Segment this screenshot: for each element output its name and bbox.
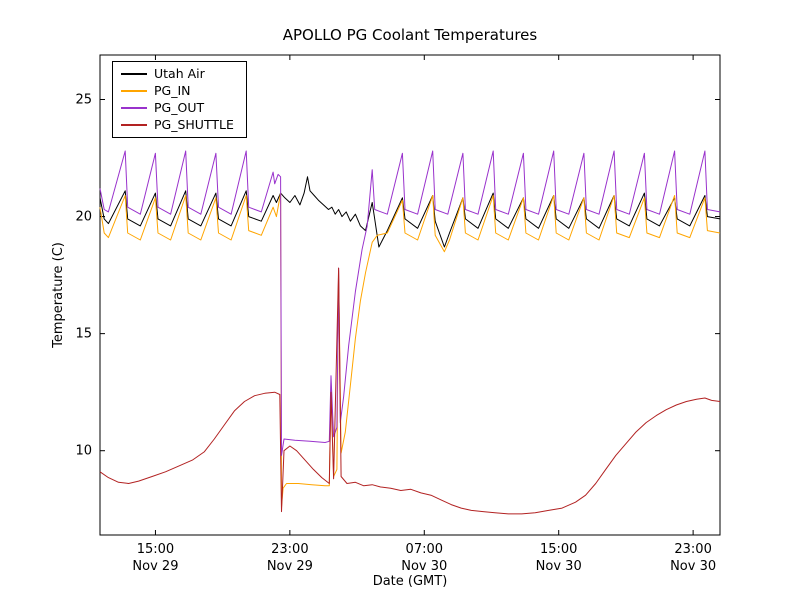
legend-line-sample [121,73,147,75]
x-tick-label-date: Nov 30 [401,559,447,574]
series-line-pg-shuttle [99,267,721,515]
series-line-utah-air [99,176,721,248]
legend-item: PG_IN [121,84,234,98]
series-line-pg-in [99,192,721,508]
x-tick-label-time: 15:00 [137,542,174,557]
chart-title: APOLLO PG Coolant Temperatures [283,26,538,44]
legend-item: PG_SHUTTLE [121,118,234,132]
y-tick-label: 10 [75,444,92,459]
series-line-pg-out [99,150,721,456]
legend-label: PG_OUT [154,100,205,115]
x-tick-label-date: Nov 29 [267,559,313,574]
legend-line-sample [121,90,147,92]
legend-label: PG_IN [154,83,191,98]
legend-label: Utah Air [154,66,205,81]
x-tick-label-time: 23:00 [674,542,711,557]
axes-frame [99,54,721,536]
y-tick-label: 20 [75,210,92,225]
legend-item: Utah Air [121,67,234,81]
x-tick-label-time: 23:00 [271,542,308,557]
x-tick-label-time: 15:00 [540,542,577,557]
legend-line-sample [121,124,147,126]
x-tick-label-date: Nov 29 [132,559,178,574]
y-tick-label: 25 [75,92,92,107]
x-tick-label-date: Nov 30 [670,559,716,574]
x-tick-label-time: 07:00 [406,542,443,557]
legend-label: PG_SHUTTLE [154,117,234,132]
legend: Utah Air PG_IN PG_OUT PG_SHUTTLE [112,61,247,138]
x-axis-label: Date (GMT) [373,574,448,589]
y-axis-label: Temperature (C) [51,242,66,349]
legend-item: PG_OUT [121,101,234,115]
y-tick-label: 15 [75,327,92,342]
x-tick-label-date: Nov 30 [536,559,582,574]
legend-line-sample [121,107,147,109]
